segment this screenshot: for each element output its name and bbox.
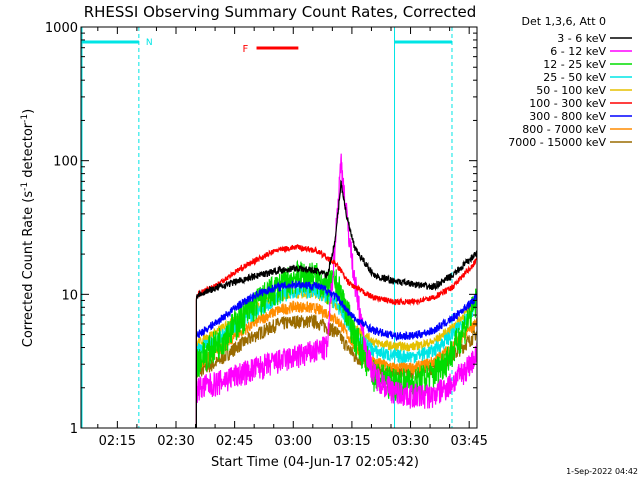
footer-timestamp: 1-Sep-2022 04:42 [566,467,638,476]
plot-area [195,153,477,428]
legend-entry-label: 6 - 12 keV [550,45,606,58]
night-markers: N [81,27,453,428]
series-line [195,153,477,428]
legend-entry-label: 300 - 800 keV [529,110,606,123]
y-axis-label: Corrected Count Rate (s-1 detector-1) [20,109,36,347]
legend-entry-label: 100 - 300 keV [529,97,606,110]
flare-markers: F [243,44,299,55]
chart-title: RHESSI Observing Summary Count Rates, Co… [84,3,477,21]
series-lines [195,153,477,428]
x-axis-label: Start Time (04-Jun-17 02:05:42) [211,455,419,470]
legend-entry-label: 800 - 7000 keV [522,123,606,136]
x-tick-label: 03:15 [333,434,370,449]
plot-frame [80,26,478,429]
y-axis-label-part2: detector [21,122,36,182]
y-axis-label-sup1: -1 [20,182,30,191]
y-tick-label: 1000 [45,21,78,36]
series-line [195,244,477,428]
legend-entry-label: 25 - 50 keV [543,71,606,84]
legend-entry-label: 12 - 25 keV [543,58,606,71]
y-axis-label-part3: ) [21,109,36,114]
y-tick-label: 100 [53,155,78,170]
legend-title: Det 1,3,6, Att 0 [522,15,606,28]
x-tick-label: 02:45 [216,434,253,449]
x-axis-ticks: 02:15 02:30 02:45 03:00 03:15 03:30 03:45 [97,27,488,449]
night-label: N [146,38,153,48]
legend-entry-label: 3 - 6 keV [557,32,606,45]
x-tick-label: 02:30 [157,434,194,449]
y-axis-ticks: 1 10 100 1000 [45,21,477,437]
y-axis-label-part1: Corrected Count Rate (s [21,191,36,348]
y-axis-label-sup2: -1 [20,114,30,123]
y-tick-label: 10 [61,288,78,303]
flare-label: F [243,44,249,55]
series-line [195,279,477,428]
x-tick-label: 03:45 [450,434,487,449]
legend-entry-label: 7000 - 15000 keV [508,136,606,149]
x-tick-label: 03:30 [392,434,429,449]
series-line [195,259,477,428]
legend-entry-label: 50 - 100 keV [536,84,606,97]
series-line [195,313,477,428]
x-tick-label: 02:15 [99,434,136,449]
x-tick-label: 03:00 [275,434,312,449]
y-tick-label: 1 [70,422,78,437]
series-line [195,179,477,428]
